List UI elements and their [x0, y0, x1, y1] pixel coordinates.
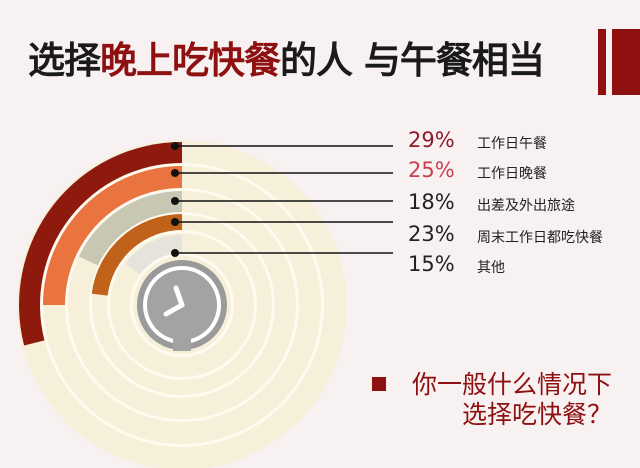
decor-bar-thin	[598, 29, 606, 95]
page-title: 选择晚上吃快餐的人 与午餐相当	[28, 30, 545, 84]
track-gap-4	[130, 253, 234, 357]
question-marker	[372, 377, 386, 391]
title-part1: 选择	[28, 39, 101, 82]
clock-stem	[173, 335, 191, 351]
question-text: 你一般什么情况下 选择吃快餐？	[412, 370, 612, 430]
leader-dot-3	[171, 218, 179, 226]
question-line2: 选择吃快餐？	[461, 400, 612, 429]
value-label: 29%	[408, 128, 455, 152]
value-label: 15%	[408, 252, 455, 276]
title-part2: 的人 与午餐相当	[280, 39, 545, 82]
track-gap-0	[40, 163, 324, 447]
track-gap-1	[65, 188, 299, 422]
bar-2	[78, 191, 182, 266]
category-label: 出差及外出旅途	[477, 198, 575, 214]
leader-dot-1	[171, 169, 179, 177]
clock-hour-hand	[173, 285, 185, 308]
category-label: 工作日晚餐	[477, 166, 547, 182]
value-label: 23%	[408, 222, 455, 246]
leader-dot-0	[171, 142, 179, 150]
clock-minute-hand	[163, 302, 185, 317]
category-label: 工作日午餐	[477, 136, 547, 152]
category-label: 其他	[477, 260, 505, 276]
category-label: 周末工作日都吃快餐	[477, 230, 603, 246]
value-label: 18%	[408, 190, 455, 214]
track-gap-3	[107, 230, 257, 380]
decor-bar-thick	[612, 29, 640, 95]
leader-dot-4	[171, 249, 179, 257]
leader-dot-2	[171, 197, 179, 205]
track-gap-2	[89, 212, 275, 398]
question-line1: 你一般什么情况下	[411, 370, 612, 399]
value-label: 25%	[408, 158, 455, 182]
bar-1	[43, 166, 182, 305]
bar-0	[19, 142, 182, 346]
title-highlight: 晚上吃快餐	[100, 39, 281, 82]
bar-4	[125, 235, 182, 275]
